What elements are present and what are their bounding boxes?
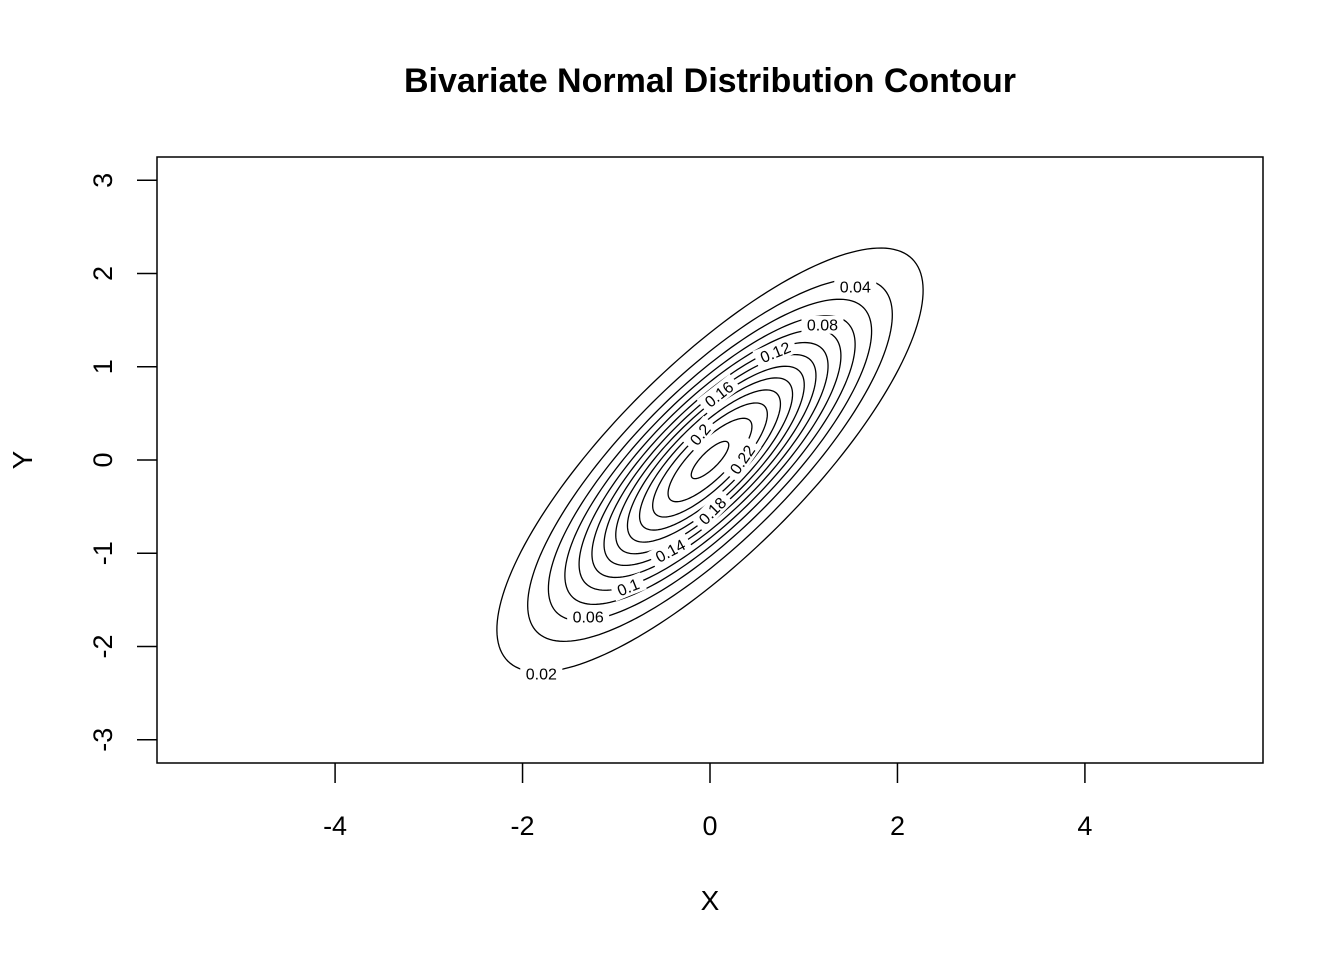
contour-level-line bbox=[638, 389, 782, 531]
x-tick-label: -2 bbox=[511, 811, 535, 841]
contour-labels: 0.020.040.060.080.10.120.140.160.180.20.… bbox=[520, 277, 877, 683]
contour-label: 0.04 bbox=[834, 277, 877, 297]
contour-level-line bbox=[578, 329, 842, 591]
y-tick-label: 0 bbox=[88, 452, 118, 467]
y-tick-label: 3 bbox=[88, 173, 118, 188]
contour-label-text: 0.12 bbox=[758, 339, 793, 366]
contour-level-line bbox=[527, 278, 893, 642]
y-axis: -3 -2 -1 0 1 2 3 bbox=[88, 173, 157, 752]
contour-lines bbox=[496, 247, 924, 673]
y-tick-label: 2 bbox=[88, 266, 118, 281]
contour-label: 0.06 bbox=[567, 607, 610, 627]
contour-label-background bbox=[801, 315, 844, 334]
contour-label-background bbox=[690, 489, 734, 532]
y-axis-title: Y bbox=[7, 450, 38, 469]
plot-frame bbox=[156, 156, 1264, 764]
x-tick-label: 2 bbox=[890, 811, 905, 841]
x-tick-label: 0 bbox=[702, 811, 717, 841]
chart-title: Bivariate Normal Distribution Contour bbox=[404, 62, 1016, 100]
contour-label-text: 0.08 bbox=[807, 318, 838, 335]
contour-label-background bbox=[682, 415, 718, 453]
contour-label: 0.02 bbox=[520, 664, 563, 683]
contour-label-background bbox=[647, 532, 693, 569]
y-tick-label: -2 bbox=[88, 634, 118, 658]
y-tick-label: -1 bbox=[88, 541, 118, 565]
x-axis-title: X bbox=[701, 885, 720, 916]
contour-level-line bbox=[591, 341, 829, 579]
x-axis: -4 -2 0 2 4 bbox=[323, 763, 1092, 841]
contour-level-line bbox=[547, 298, 873, 622]
contour-label-background bbox=[696, 373, 741, 414]
contour-level-line bbox=[564, 314, 856, 606]
contour-label-text: 0.06 bbox=[573, 610, 604, 627]
contour-label-background bbox=[834, 277, 877, 296]
contour-level-line bbox=[496, 247, 924, 673]
contour-label-background bbox=[609, 572, 647, 602]
contour-label: 0.08 bbox=[801, 315, 844, 335]
contour-label-background bbox=[752, 335, 799, 369]
contour-label-background bbox=[520, 664, 563, 683]
contour-label: 0.2 bbox=[682, 415, 718, 453]
y-tick-label: -3 bbox=[88, 728, 118, 752]
y-tick-label: 1 bbox=[88, 359, 118, 374]
contour-level-line bbox=[603, 353, 817, 567]
contour-label-text: 0.02 bbox=[526, 666, 557, 683]
contour-level-line bbox=[690, 440, 730, 480]
contour-label-background bbox=[567, 607, 610, 626]
x-tick-label: -4 bbox=[323, 811, 347, 841]
contour-label-text: 0.04 bbox=[840, 280, 871, 297]
x-tick-label: 4 bbox=[1077, 811, 1092, 841]
contour-label-background bbox=[722, 437, 762, 482]
